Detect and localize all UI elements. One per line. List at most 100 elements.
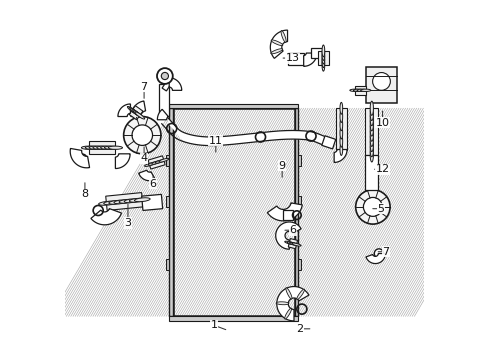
Polygon shape: [105, 193, 142, 211]
Ellipse shape: [369, 127, 373, 141]
Ellipse shape: [322, 56, 324, 68]
Ellipse shape: [129, 198, 145, 202]
Text: 1: 1: [210, 320, 225, 330]
Ellipse shape: [369, 138, 373, 152]
Ellipse shape: [276, 302, 288, 305]
Text: 7: 7: [377, 247, 389, 257]
Ellipse shape: [135, 112, 144, 119]
Text: 11: 11: [208, 136, 223, 152]
Text: 4: 4: [140, 147, 147, 163]
Bar: [169, 316, 298, 320]
Ellipse shape: [339, 111, 342, 122]
Ellipse shape: [356, 89, 366, 91]
Polygon shape: [118, 104, 130, 117]
Ellipse shape: [291, 243, 301, 246]
Polygon shape: [162, 80, 172, 91]
Text: 8: 8: [81, 183, 88, 199]
Ellipse shape: [286, 242, 296, 245]
Bar: [294, 108, 298, 316]
Text: 2: 2: [296, 324, 309, 334]
Ellipse shape: [127, 107, 137, 114]
Circle shape: [132, 125, 152, 145]
Bar: [365, 67, 396, 103]
Ellipse shape: [101, 146, 115, 149]
Bar: [166, 259, 169, 270]
Polygon shape: [142, 194, 163, 211]
Ellipse shape: [97, 146, 111, 149]
Polygon shape: [131, 101, 145, 117]
Circle shape: [123, 117, 161, 154]
Ellipse shape: [148, 162, 158, 165]
Polygon shape: [267, 203, 302, 221]
Polygon shape: [303, 53, 316, 66]
Ellipse shape: [151, 161, 161, 164]
Ellipse shape: [289, 242, 298, 246]
Ellipse shape: [144, 163, 154, 166]
Circle shape: [372, 73, 389, 90]
Polygon shape: [287, 53, 303, 64]
Polygon shape: [159, 84, 168, 116]
Ellipse shape: [369, 101, 373, 115]
Polygon shape: [365, 155, 378, 190]
Ellipse shape: [132, 110, 142, 117]
Polygon shape: [275, 222, 301, 249]
Ellipse shape: [119, 199, 135, 203]
Polygon shape: [148, 156, 165, 169]
Polygon shape: [88, 141, 115, 154]
Ellipse shape: [369, 106, 373, 121]
Bar: [298, 197, 301, 207]
Bar: [298, 155, 301, 166]
Ellipse shape: [85, 146, 99, 149]
Text: 6: 6: [149, 176, 156, 189]
Ellipse shape: [99, 201, 114, 205]
Ellipse shape: [271, 40, 282, 46]
Polygon shape: [365, 253, 385, 264]
Polygon shape: [276, 287, 308, 321]
Ellipse shape: [353, 89, 363, 91]
Polygon shape: [288, 239, 297, 249]
Text: 3: 3: [124, 204, 131, 228]
Ellipse shape: [109, 200, 124, 204]
Ellipse shape: [369, 148, 373, 162]
Ellipse shape: [369, 117, 373, 131]
Ellipse shape: [369, 122, 373, 136]
Polygon shape: [270, 30, 287, 58]
Ellipse shape: [349, 89, 359, 91]
Polygon shape: [321, 136, 335, 149]
Ellipse shape: [339, 102, 342, 114]
Polygon shape: [283, 210, 292, 220]
Bar: [298, 259, 301, 270]
Ellipse shape: [134, 198, 150, 202]
Circle shape: [161, 72, 168, 80]
Polygon shape: [335, 108, 346, 149]
Polygon shape: [169, 78, 182, 90]
Text: 10: 10: [375, 111, 389, 128]
Ellipse shape: [124, 199, 140, 203]
Ellipse shape: [339, 127, 342, 139]
Ellipse shape: [108, 146, 122, 149]
Polygon shape: [139, 170, 155, 181]
Text: 13: 13: [283, 53, 299, 63]
Circle shape: [373, 249, 383, 258]
Ellipse shape: [322, 59, 324, 71]
Polygon shape: [91, 208, 121, 225]
Bar: [166, 155, 169, 166]
Ellipse shape: [129, 108, 139, 115]
Text: 7: 7: [140, 82, 147, 98]
Polygon shape: [354, 86, 365, 95]
Text: 12: 12: [374, 164, 389, 174]
Ellipse shape: [322, 52, 324, 64]
Ellipse shape: [133, 111, 143, 118]
Ellipse shape: [284, 308, 291, 319]
Ellipse shape: [339, 135, 342, 147]
Bar: [172, 108, 294, 316]
Ellipse shape: [159, 158, 168, 162]
Ellipse shape: [104, 146, 119, 149]
Polygon shape: [157, 109, 168, 120]
Ellipse shape: [322, 49, 324, 60]
Ellipse shape: [339, 144, 342, 156]
Polygon shape: [115, 154, 130, 168]
Ellipse shape: [89, 146, 103, 149]
Bar: [172, 108, 294, 316]
Text: 5: 5: [372, 204, 384, 214]
